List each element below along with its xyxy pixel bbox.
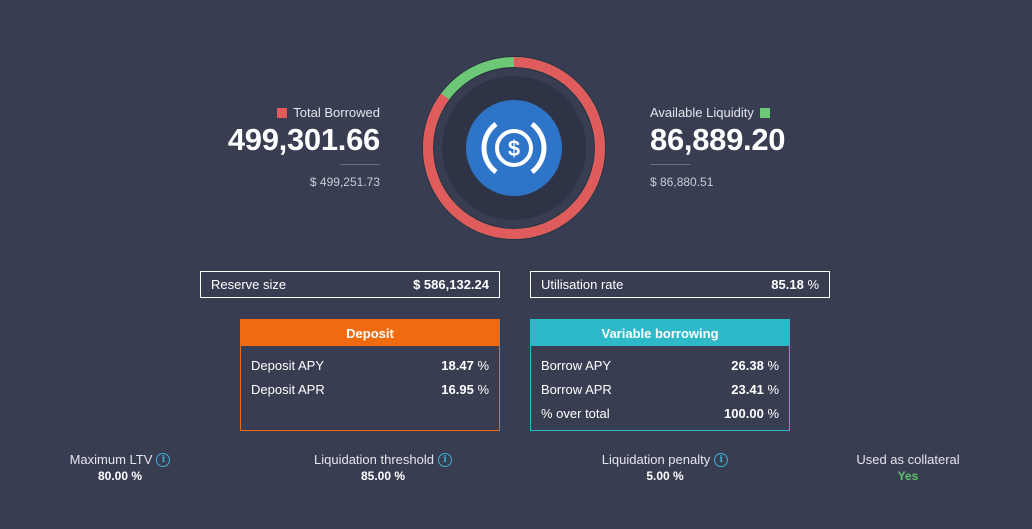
info-icon[interactable]: i [714,452,729,467]
available-liquidity-label-row: Available Liquidity [650,105,850,120]
used-as-collateral-value: Yes [897,469,919,483]
deposit-card: Deposit Deposit APY 18.47 % Deposit APR … [240,319,500,431]
liquidation-penalty-label: Liquidation penalty [601,452,711,467]
liquidation-penalty-value: 5.00 % [646,469,684,483]
borrow-apy-row: Borrow APY 26.38 % [531,353,789,377]
available-liquidity-block: Available Liquidity 86,889.20 $ 86,880.5… [650,105,850,189]
deposit-apr-value: 16.95 [441,381,474,397]
utilisation-donut-chart: $ [422,56,606,240]
reserve-size-row: Reserve size $ 586,132.24 [200,271,500,298]
deposit-apy-row: Deposit APY 18.47 % [241,353,499,377]
used-as-collateral-label: Used as collateral [856,452,960,467]
over-total-row: % over total 100.00 % [531,401,789,425]
available-liquidity-usd: $ 86,880.51 [650,175,714,189]
deposit-apr-unit: % [477,381,489,397]
total-borrowed-label-row: Total Borrowed [220,105,380,120]
borrow-apr-label: Borrow APR [541,381,612,397]
borrow-apr-value: 23.41 [731,381,764,397]
utilisation-rate-unit: % [807,277,819,292]
maximum-ltv-stat: Maximum LTV i 80.00 % [40,452,200,483]
available-liquidity-label: Available Liquidity [650,105,754,120]
variable-borrowing-card: Variable borrowing Borrow APY 26.38 % Bo… [530,319,790,431]
borrow-apy-value: 26.38 [731,357,764,373]
liquidation-threshold-value: 85.00 % [360,469,406,483]
available-liquidity-value: 86,889.20 [650,122,786,157]
borrowed-divider [340,164,380,165]
borrow-apy-label: Borrow APY [541,357,612,373]
deposit-apr-label: Deposit APR [251,381,325,397]
liquidity-divider [650,164,690,165]
deposit-apy-value: 18.47 [441,357,474,373]
deposit-card-title: Deposit [241,320,499,346]
maximum-ltv-label: Maximum LTV [69,452,153,467]
usdc-icon: $ [466,100,562,196]
over-total-value: 100.00 [724,405,764,421]
borrow-apy-unit: % [767,357,779,373]
deposit-apy-unit: % [477,357,489,373]
deposit-apy-label: Deposit APY [251,357,324,373]
total-borrowed-usd: $ 499,251.73 [309,175,380,189]
info-icon[interactable]: i [437,452,452,467]
svg-text:$: $ [508,136,520,161]
liquidation-threshold-label: Liquidation threshold [314,452,434,467]
utilisation-rate-value-group: 85.18 % [771,277,819,292]
liquidation-threshold-stat: Liquidation threshold i 85.00 % [278,452,488,483]
total-borrowed-block: Total Borrowed 499,301.66 $ 499,251.73 [220,105,380,189]
utilisation-rate-label: Utilisation rate [541,277,624,292]
over-total-label: % over total [541,405,610,421]
reserve-size-label: Reserve size [211,277,287,292]
liquidation-penalty-stat: Liquidation penalty i 5.00 % [560,452,770,483]
donut-borrowed-arc [423,57,605,239]
info-icon[interactable]: i [156,452,171,467]
variable-borrowing-card-title: Variable borrowing [531,320,789,346]
maximum-ltv-value: 80.00 % [97,469,143,483]
used-as-collateral-stat: Used as collateral Yes [828,452,988,483]
utilisation-rate-row: Utilisation rate 85.18 % [530,271,830,298]
over-total-unit: % [767,405,779,421]
borrowed-legend-square [277,107,288,118]
deposit-apr-row: Deposit APR 16.95 % [241,377,499,401]
total-borrowed-value: 499,301.66 [227,122,380,157]
borrow-apr-row: Borrow APR 23.41 % [531,377,789,401]
utilisation-rate-value: 85.18 [771,277,804,292]
reserve-size-value: $ 586,132.24 [413,277,489,292]
borrow-apr-unit: % [767,381,779,397]
liquidity-legend-square [759,107,770,118]
total-borrowed-label: Total Borrowed [293,105,380,120]
